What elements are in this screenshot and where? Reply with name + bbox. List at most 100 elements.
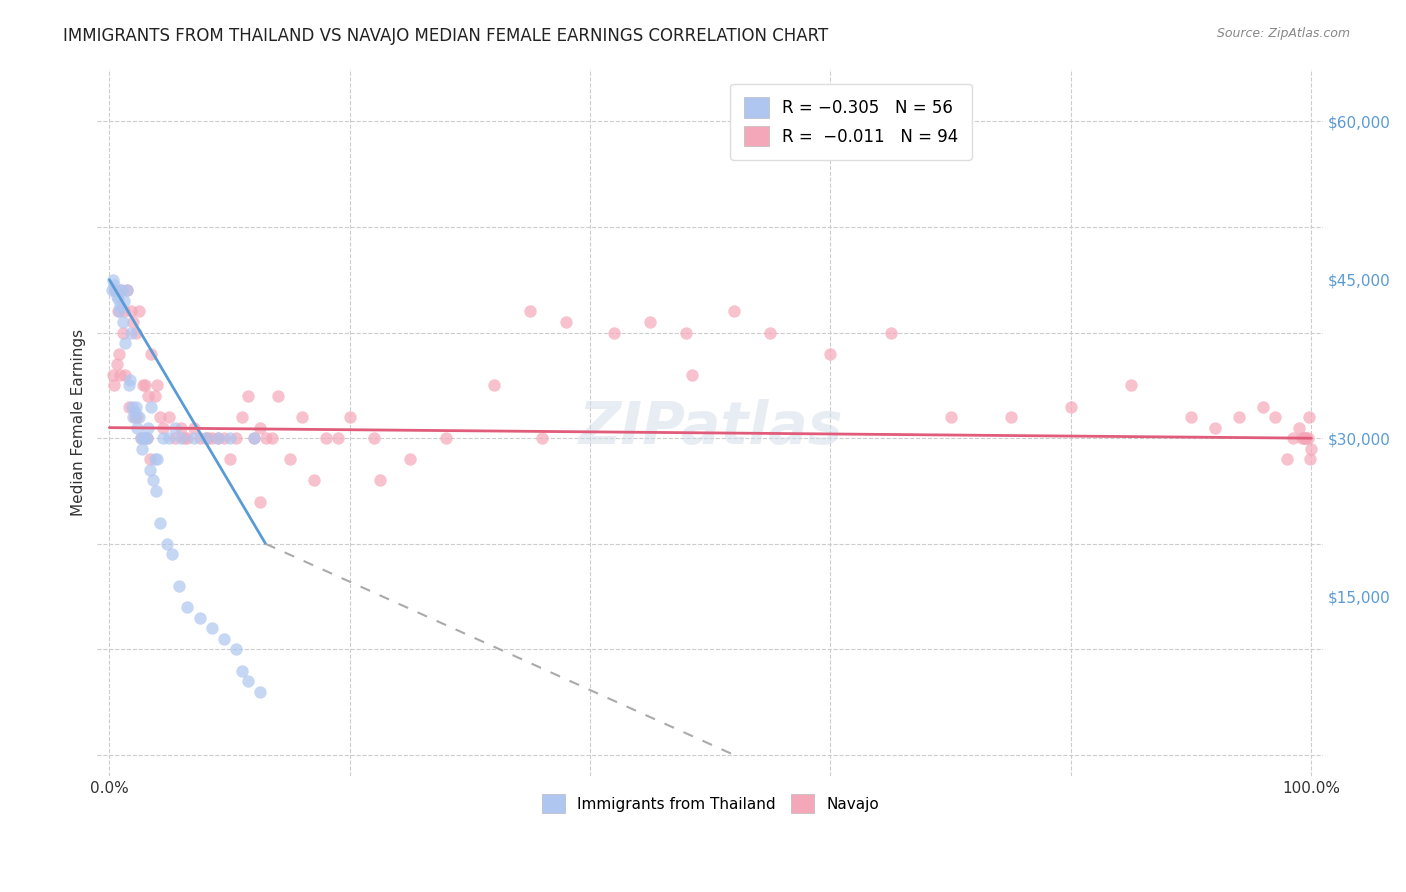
Point (681, 368, 703, 382)
Point (231, 664, 253, 678)
Point (105, 357, 128, 371)
Point (125, 400, 148, 414)
Point (156, 537, 179, 551)
Point (118, 373, 141, 387)
Point (120, 304, 142, 318)
Point (212, 431, 235, 445)
Point (1227, 410, 1250, 425)
Point (101, 273, 124, 287)
Point (103, 378, 125, 392)
Point (194, 431, 217, 445)
Point (176, 431, 198, 445)
Point (170, 431, 193, 445)
Point (117, 283, 139, 297)
Point (108, 304, 131, 318)
Point (173, 431, 195, 445)
Point (1060, 400, 1083, 414)
Point (105, 288, 128, 302)
Point (183, 431, 205, 445)
Point (117, 378, 139, 392)
Point (134, 431, 156, 445)
Point (188, 431, 211, 445)
Point (139, 463, 162, 477)
Legend: Immigrants from Thailand, Navajo: Immigrants from Thailand, Navajo (530, 782, 891, 825)
Point (149, 410, 172, 425)
Point (107, 304, 129, 318)
Point (121, 400, 143, 414)
Point (124, 405, 146, 419)
Point (194, 431, 217, 445)
Point (159, 431, 181, 445)
Point (125, 410, 148, 425)
Point (266, 389, 288, 403)
Point (143, 389, 166, 403)
Point (141, 347, 163, 361)
Point (117, 283, 139, 297)
Point (1288, 420, 1310, 434)
Point (143, 452, 166, 467)
Point (242, 431, 264, 445)
Point (236, 389, 259, 403)
Point (398, 452, 420, 467)
Point (1000, 410, 1022, 425)
Point (278, 452, 301, 467)
Point (315, 431, 337, 445)
Point (218, 431, 240, 445)
Point (218, 452, 240, 467)
Point (531, 431, 554, 445)
Text: Source: ZipAtlas.com: Source: ZipAtlas.com (1216, 27, 1350, 40)
Point (363, 431, 385, 445)
Text: ZIPatlas: ZIPatlas (578, 399, 842, 456)
Point (131, 442, 153, 456)
Point (124, 410, 146, 425)
Point (1180, 410, 1202, 425)
Point (122, 410, 145, 425)
Point (111, 326, 134, 340)
Point (225, 642, 247, 657)
Point (1119, 378, 1142, 392)
Point (129, 431, 152, 445)
Point (120, 326, 142, 340)
Point (160, 547, 183, 561)
Point (519, 304, 541, 318)
Point (326, 431, 349, 445)
Point (135, 431, 157, 445)
Point (200, 621, 222, 635)
Point (197, 431, 219, 445)
Point (254, 431, 277, 445)
Point (170, 420, 193, 434)
Point (136, 389, 159, 403)
Point (302, 474, 325, 488)
Point (339, 410, 361, 425)
Point (104, 283, 127, 297)
Point (136, 420, 159, 434)
Point (152, 431, 174, 445)
Point (188, 611, 211, 625)
Point (128, 410, 150, 425)
Y-axis label: Median Female Earnings: Median Female Earnings (72, 329, 86, 516)
Point (225, 431, 247, 445)
Point (368, 474, 391, 488)
Point (1251, 400, 1274, 414)
Point (249, 420, 271, 434)
Point (139, 452, 162, 467)
Point (1264, 410, 1286, 425)
Point (149, 516, 172, 530)
Point (482, 378, 505, 392)
Point (1277, 452, 1299, 467)
Point (152, 420, 174, 434)
Point (242, 431, 264, 445)
Point (167, 579, 190, 593)
Point (141, 400, 163, 414)
Point (212, 632, 235, 646)
Point (101, 368, 124, 382)
Point (145, 483, 167, 498)
Point (107, 292, 129, 306)
Point (114, 336, 136, 351)
Point (1296, 431, 1319, 445)
Point (125, 420, 148, 434)
Text: IMMIGRANTS FROM THAILAND VS NAVAJO MEDIAN FEMALE EARNINGS CORRELATION CHART: IMMIGRANTS FROM THAILAND VS NAVAJO MEDIA… (63, 27, 828, 45)
Point (112, 304, 135, 318)
Point (103, 278, 125, 293)
Point (165, 420, 187, 434)
